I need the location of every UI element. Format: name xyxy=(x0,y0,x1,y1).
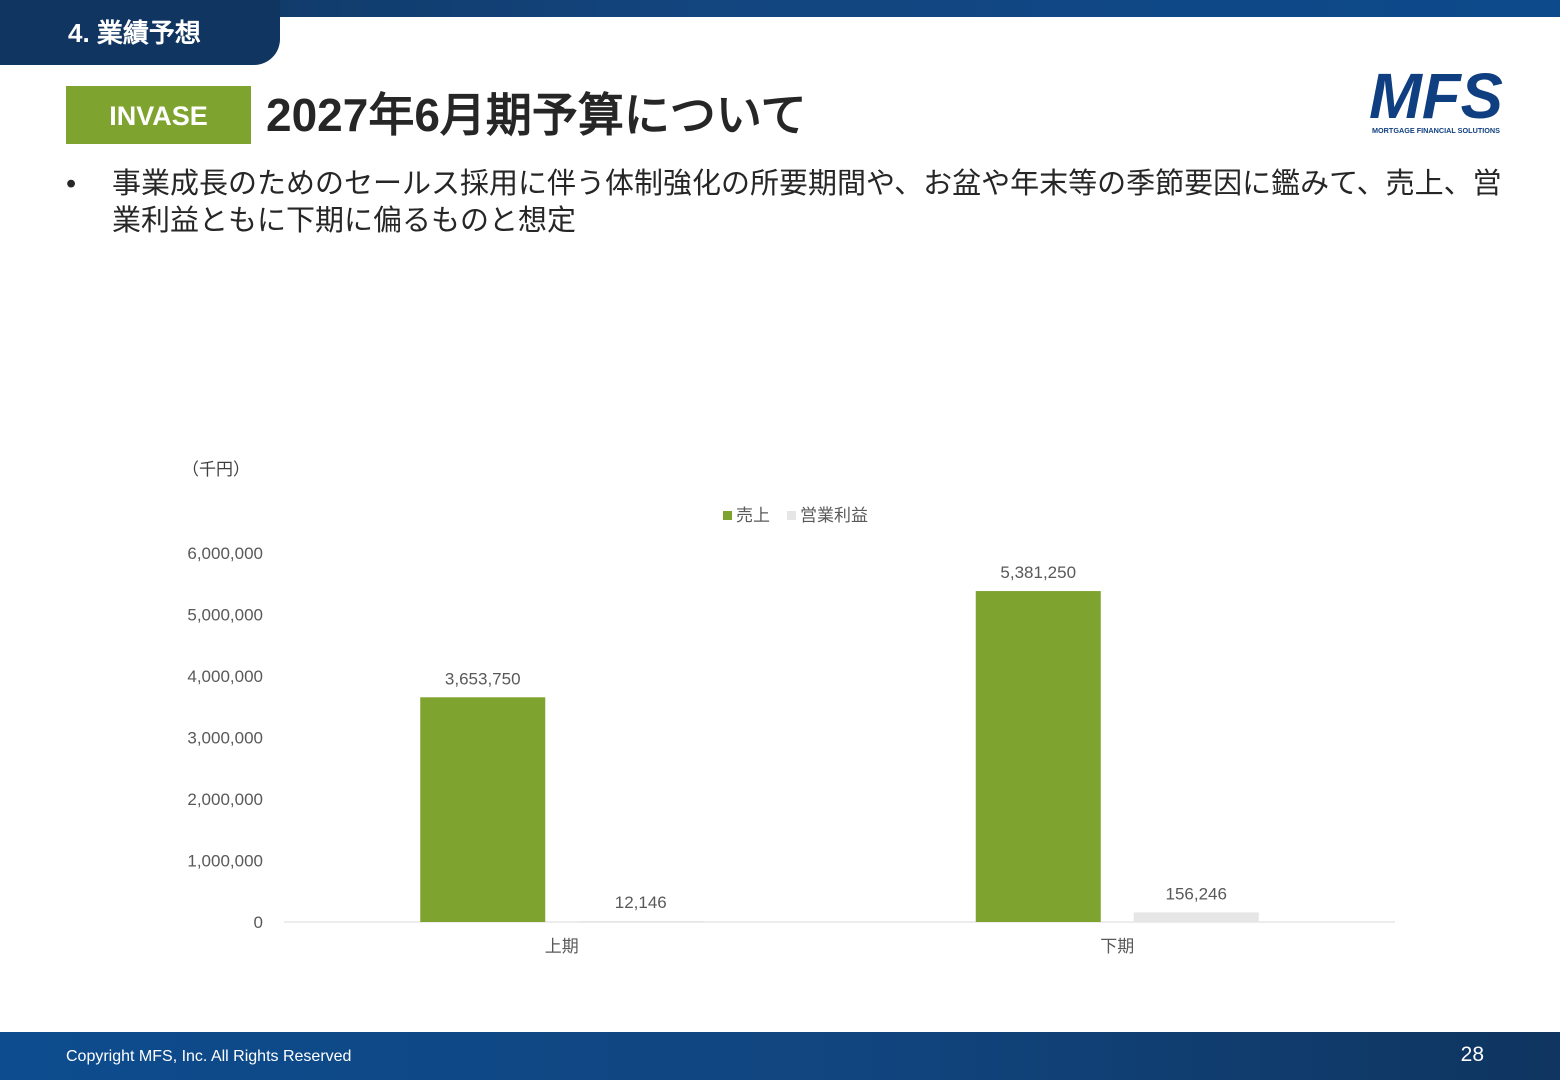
page-title: 2027年6月期予算について xyxy=(266,89,807,141)
data-label-operating-profit-0: 12,146 xyxy=(615,893,667,912)
legend-swatch-operating-profit xyxy=(787,511,796,520)
chart-unit-label: （千円） xyxy=(182,460,250,479)
legend-label-operating-profit: 営業利益 xyxy=(800,506,868,525)
y-tick-label: 4,000,000 xyxy=(187,667,263,686)
legend-swatch-sales xyxy=(723,511,732,520)
bar-operating-profit-0 xyxy=(578,921,704,922)
chart-bars: 3,653,750 12,146 5,381,250 156,246 xyxy=(420,563,1259,922)
y-tick-label: 6,000,000 xyxy=(187,544,263,563)
mfs-logo: MFS MORTGAGE FINANCIAL SOLUTIONS xyxy=(1369,64,1503,135)
data-label-operating-profit-1: 156,246 xyxy=(1166,884,1227,903)
bullet-text: 事業成長のためのセールス採用に伴う体制強化の所要期間や、お盆や年末等の季節要因に… xyxy=(112,168,1502,237)
y-tick-label: 5,000,000 xyxy=(187,606,263,625)
x-tick-label: 下期 xyxy=(1100,937,1134,956)
data-label-sales-0: 3,653,750 xyxy=(445,669,521,688)
bar-sales-1 xyxy=(975,591,1101,922)
bullet-item: • 事業成長のためのセールス採用に伴う体制強化の所要期間や、お盆や年末等の季節要… xyxy=(66,166,1506,240)
chart-legend: 売上 営業利益 xyxy=(723,506,868,525)
y-tick-label: 3,000,000 xyxy=(187,729,263,748)
x-axis: 上期 下期 xyxy=(545,937,1135,956)
mfs-logo-tagline: MORTGAGE FINANCIAL SOLUTIONS xyxy=(1372,128,1500,135)
y-tick-label: 0 xyxy=(254,913,263,932)
y-axis: 0 1,000,000 2,000,000 3,000,000 4,000,000 5,0… xyxy=(187,544,263,932)
footer: Copyright MFS, Inc. All Rights Reserved … xyxy=(0,1032,1560,1080)
y-tick-label: 1,000,000 xyxy=(187,852,263,871)
bullet-marker: • xyxy=(66,168,77,200)
bar-sales-0 xyxy=(420,697,546,922)
invase-badge: INVASE xyxy=(66,86,251,144)
bar-chart: （千円） 売上 営業利益 0 1,000,000 2,000,000 3,000,00… xyxy=(182,460,1395,956)
data-label-sales-1: 5,381,250 xyxy=(1000,563,1076,582)
page-number: 28 xyxy=(1460,1043,1484,1066)
mfs-logo-text: MFS xyxy=(1369,64,1503,132)
legend-label-sales: 売上 xyxy=(736,506,770,525)
footer-copyright: Copyright MFS, Inc. All Rights Reserved xyxy=(66,1048,352,1065)
top-band xyxy=(0,0,1560,17)
x-tick-label: 上期 xyxy=(545,937,579,956)
y-tick-label: 2,000,000 xyxy=(187,790,263,809)
section-tab: 4. 業績予想 xyxy=(0,0,280,65)
bar-operating-profit-1 xyxy=(1133,912,1259,922)
